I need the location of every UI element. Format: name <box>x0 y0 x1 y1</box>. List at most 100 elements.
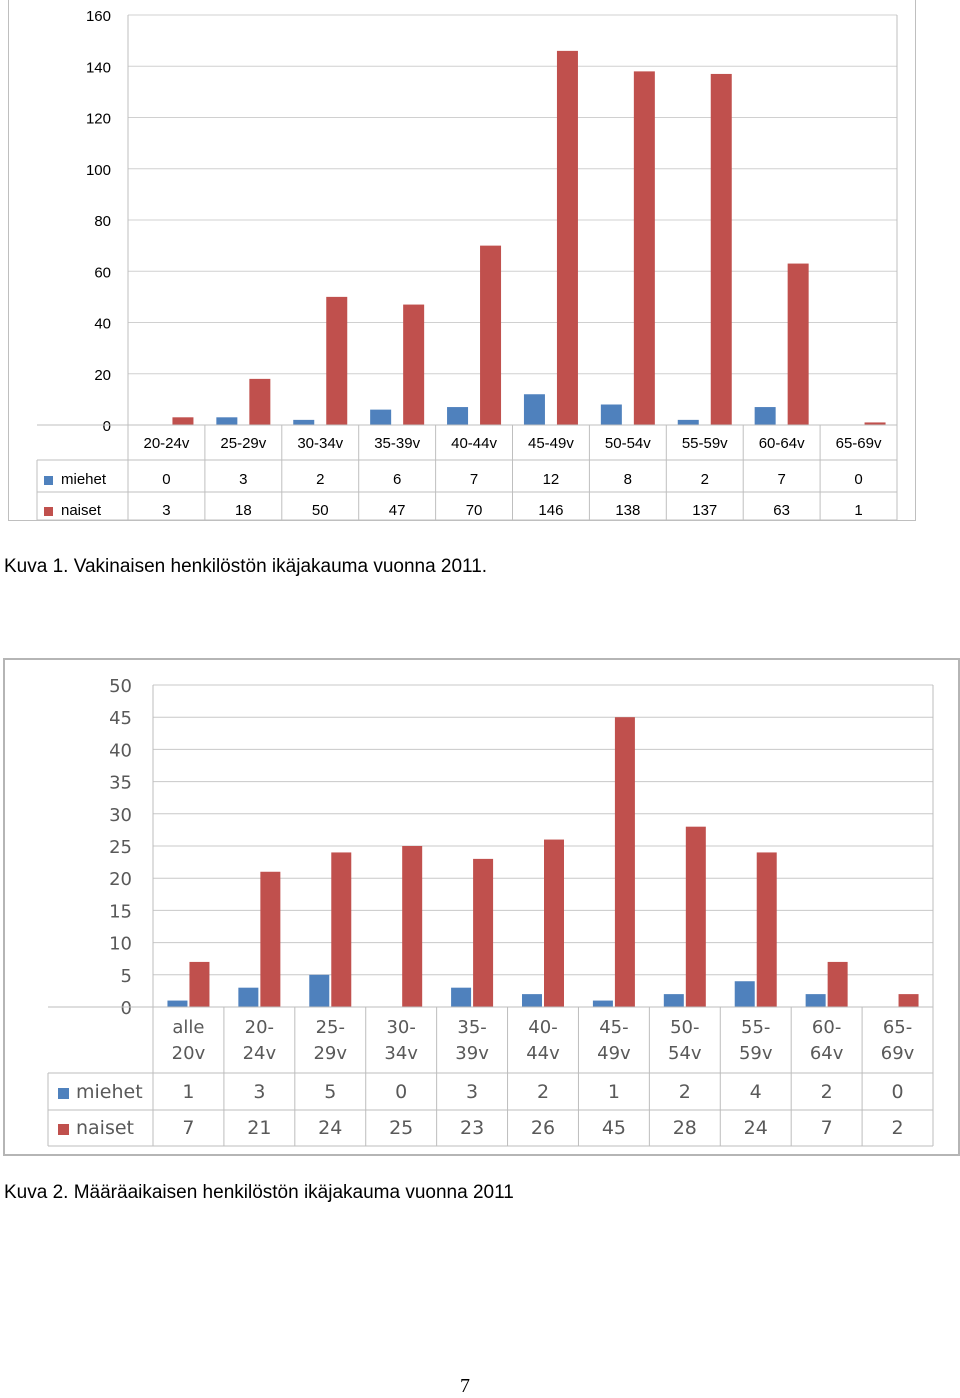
undefined-data-label-naiset: 45 <box>602 1117 626 1139</box>
chart-2: 0 5 10 15 20 25 30 35 40 45 50 alle 20v 20-24v 25-29v 3… <box>3 658 960 1156</box>
undefined-bar-miehet <box>216 417 238 425</box>
undefined-data-label-naiset: 24 <box>744 1117 768 1139</box>
undefined-data-label-miehet: 3 <box>239 471 247 488</box>
undefined-bar-miehet <box>238 987 259 1007</box>
undefined-y-tick-label: 30 <box>109 805 132 826</box>
undefined-y-tick-label: 50 <box>109 676 132 697</box>
undefined-bar-naiset <box>326 296 348 425</box>
undefined-y-tick-label: 80 <box>94 213 111 230</box>
undefined-bar-naiset <box>787 263 809 425</box>
undefined-bar-miehet <box>447 407 469 425</box>
undefined-data-label-naiset: 24 <box>318 1117 342 1139</box>
undefined-bar-naiset <box>544 839 564 1007</box>
undefined-bar-naiset <box>827 961 848 1007</box>
undefined-category-label: 60-64v <box>759 435 805 452</box>
undefined-data-label-naiset: 7 <box>821 1117 833 1139</box>
undefined-bar-miehet <box>451 987 472 1007</box>
undefined-category-label: 55-59v <box>739 1017 773 1064</box>
undefined-bar-naiset <box>614 717 635 1007</box>
undefined-bar-naiset <box>331 852 352 1007</box>
undefined-bar-naiset <box>685 826 706 1007</box>
undefined-data-label-miehet: 7 <box>777 471 785 488</box>
undefined-legend-label-naiset: naiset <box>76 1117 134 1139</box>
undefined-legend-label-miehet: miehet <box>61 471 107 488</box>
undefined-category-label: 25-29v <box>313 1017 347 1064</box>
undefined-data-label-miehet: 12 <box>543 471 560 488</box>
undefined-bar-miehet <box>754 407 776 425</box>
undefined-bar-naiset <box>480 245 502 425</box>
undefined-bar-miehet <box>805 994 826 1007</box>
undefined-data-label-naiset: 50 <box>312 502 329 519</box>
undefined-data-label-miehet: 4 <box>750 1081 762 1103</box>
undefined-legend-key-naiset <box>44 507 53 516</box>
undefined-y-tick-label: 10 <box>109 934 132 955</box>
undefined-category-label: 60-64v <box>810 1017 844 1064</box>
undefined-data-label-naiset: 3 <box>162 502 170 519</box>
undefined-data-label-miehet: 8 <box>624 471 632 488</box>
undefined-data-label-miehet: 2 <box>679 1081 691 1103</box>
undefined-y-tick-label: 20 <box>94 367 111 384</box>
undefined-legend-key-naiset <box>58 1124 69 1135</box>
undefined-bar-miehet <box>370 409 392 425</box>
undefined-bar-naiset <box>402 846 423 1007</box>
undefined-bar-naiset <box>556 50 578 425</box>
undefined-data-label-naiset: 28 <box>673 1117 697 1139</box>
undefined-category-label: 20-24v <box>243 1017 277 1064</box>
undefined-data-label-naiset: 18 <box>235 502 252 519</box>
undefined-data-label-miehet: 6 <box>393 471 401 488</box>
undefined-data-label-miehet: 2 <box>316 471 324 488</box>
undefined-legend-key-miehet <box>58 1088 69 1099</box>
undefined-category-label: 45-49v <box>597 1017 631 1064</box>
undefined-data-label-miehet: 3 <box>466 1081 478 1103</box>
undefined-bar-naiset <box>260 871 281 1007</box>
undefined-category-label: 55-59v <box>682 435 728 452</box>
undefined-y-tick-label: 15 <box>109 901 132 922</box>
undefined-category-label: 50-54v <box>605 435 651 452</box>
undefined-data-label-miehet: 5 <box>324 1081 336 1103</box>
undefined-bar-naiset <box>172 417 194 425</box>
undefined-bar-naiset <box>403 304 425 425</box>
undefined-y-tick-label: 45 <box>109 708 132 729</box>
undefined-data-label-miehet: 2 <box>821 1081 833 1103</box>
undefined-category-label: 20-24v <box>144 435 190 452</box>
undefined-y-tick-label: 20 <box>109 869 132 890</box>
undefined-category-label: 35-39v <box>374 435 420 452</box>
undefined-category-label: 65-69v <box>836 435 882 452</box>
caption-1: Kuva 1. Vakinaisen henkilöstön ikäjakaum… <box>4 556 488 577</box>
undefined-data-label-naiset: 47 <box>389 502 406 519</box>
undefined-data-label-naiset: 1 <box>854 502 862 519</box>
page-number: 7 <box>460 1375 470 1397</box>
undefined-legend-key-miehet <box>44 476 53 485</box>
undefined-data-label-miehet: 0 <box>395 1081 407 1103</box>
undefined-bar-miehet <box>592 1000 613 1007</box>
undefined-category-label: 45-49v <box>528 435 574 452</box>
undefined-data-label-miehet: 2 <box>537 1081 549 1103</box>
undefined-bar-miehet <box>663 994 684 1007</box>
undefined-category-label: 50-54v <box>668 1017 702 1064</box>
undefined-bar-naiset <box>473 858 494 1007</box>
undefined-bar-naiset <box>710 73 732 425</box>
undefined-data-label-miehet: 0 <box>854 471 862 488</box>
undefined-bar-naiset <box>189 961 210 1007</box>
undefined-bar-miehet <box>677 419 699 425</box>
undefined-y-tick-label: 60 <box>94 264 111 281</box>
undefined-data-label-naiset: 26 <box>531 1117 555 1139</box>
undefined-data-label-naiset: 23 <box>460 1117 484 1139</box>
undefined-category-label: 65-69v <box>881 1017 915 1064</box>
undefined-y-tick-label: 120 <box>86 111 111 128</box>
undefined-bar-naiset <box>756 852 777 1007</box>
undefined-bar-miehet <box>600 404 622 425</box>
caption-2: Kuva 2. Määräaikaisen henkilöstön ikäjak… <box>4 1182 514 1203</box>
undefined-category-label: 25-29v <box>220 435 266 452</box>
undefined-data-label-miehet: 2 <box>701 471 709 488</box>
undefined-y-tick-label: 5 <box>121 966 132 987</box>
undefined-data-label-miehet: 7 <box>470 471 478 488</box>
undefined-bar-naiset <box>864 422 886 425</box>
undefined-y-tick-label: 35 <box>109 773 132 794</box>
undefined-data-label-naiset: 63 <box>773 502 790 519</box>
undefined-bar-naiset <box>898 994 919 1007</box>
undefined-category-label: 40-44v <box>526 1017 560 1064</box>
undefined-data-label-miehet: 1 <box>182 1081 194 1103</box>
